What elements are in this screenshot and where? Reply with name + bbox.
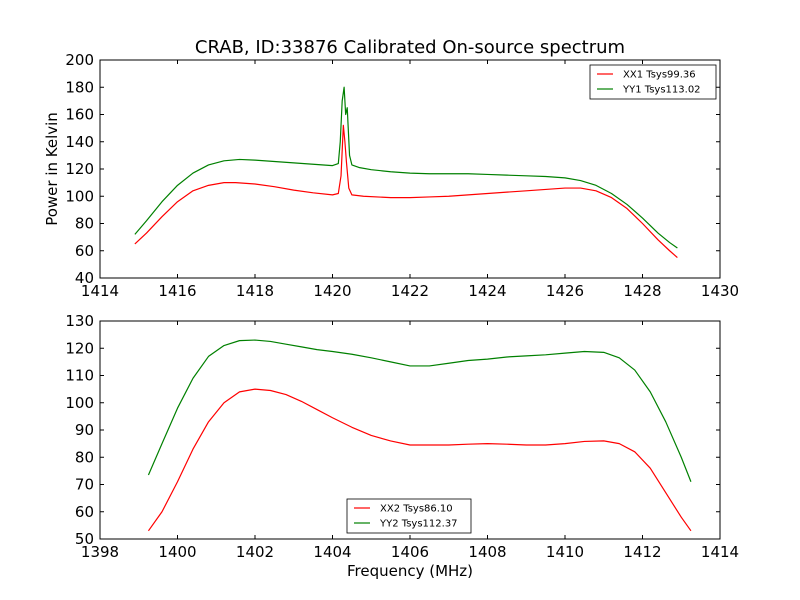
top-y-tick-label: 60 bbox=[75, 242, 94, 260]
top-x-tick-label: 1428 bbox=[623, 282, 661, 300]
bottom-series-line-1 bbox=[147, 388, 692, 532]
bottom-x-tick-label: 1398 bbox=[81, 543, 119, 561]
bottom-legend-label-2: YY2 Tsys112.37 bbox=[379, 519, 458, 530]
top-x-tick-label: 1422 bbox=[391, 282, 429, 300]
bottom-x-tick-label: 1404 bbox=[313, 543, 351, 561]
top-y-tick-label: 120 bbox=[65, 160, 94, 178]
top-x-tick-label: 1430 bbox=[701, 282, 739, 300]
top-legend-label-2: YY1 Tsys113.02 bbox=[622, 85, 701, 96]
bottom-y-tick-label: 50 bbox=[75, 530, 94, 548]
top-x-tick-label: 1424 bbox=[468, 282, 506, 300]
top-y-tick-label: 140 bbox=[65, 133, 94, 151]
bottom-legend: XX2 Tsys86.10 YY2 Tsys112.37 bbox=[346, 498, 472, 534]
top-x-tick-label: 1414 bbox=[81, 282, 119, 300]
bottom-x-tick-label: 1408 bbox=[468, 543, 506, 561]
bottom-legend-label-1: XX2 Tsys86.10 bbox=[380, 504, 453, 515]
bottom-y-tick-label: 90 bbox=[75, 421, 94, 439]
bottom-series-line-2 bbox=[147, 339, 692, 482]
bottom-y-tick-label: 60 bbox=[75, 503, 94, 521]
bottom-x-tick-label: 1412 bbox=[623, 543, 661, 561]
bottom-legend-box bbox=[346, 498, 472, 534]
bottom-y-tick-label: 130 bbox=[65, 312, 94, 330]
top-legend: XX1 Tsys99.36 YY1 Tsys113.02 bbox=[589, 64, 717, 100]
chart-title: CRAB, ID:33876 Calibrated On-source spec… bbox=[195, 37, 625, 58]
top-x-tick-label: 1426 bbox=[546, 282, 584, 300]
bottom-x-tick-label: 1406 bbox=[391, 543, 429, 561]
bottom-x-tick-label: 1400 bbox=[158, 543, 196, 561]
top-y-tick-label: 40 bbox=[75, 269, 94, 287]
top-x-tick-label: 1416 bbox=[158, 282, 196, 300]
bottom-y-tick-label: 120 bbox=[65, 339, 94, 357]
top-y-tick-label: 100 bbox=[65, 187, 94, 205]
top-y-axis-label: Power in Kelvin bbox=[43, 112, 61, 226]
bottom-x-tick-label: 1414 bbox=[701, 543, 739, 561]
bottom-y-tick-label: 70 bbox=[75, 476, 94, 494]
top-y-tick-label: 180 bbox=[65, 78, 94, 96]
bottom-y-tick-label: 110 bbox=[65, 367, 94, 385]
top-y-tick-label: 200 bbox=[65, 51, 94, 69]
top-series-line-1 bbox=[134, 124, 678, 259]
bottom-x-axis-label: Frequency (MHz) bbox=[347, 562, 473, 580]
bottom-x-tick-label: 1402 bbox=[236, 543, 274, 561]
top-x-tick-label: 1420 bbox=[313, 282, 351, 300]
top-panel: 1414 1416 1418 1420 1422 1424 1426 1428 1430 40 60… bbox=[65, 51, 739, 300]
top-y-tick-label: 160 bbox=[65, 106, 94, 124]
top-legend-box bbox=[589, 64, 717, 100]
bottom-x-tick-label: 1410 bbox=[546, 543, 584, 561]
top-legend-label-1: XX1 Tsys99.36 bbox=[623, 70, 696, 81]
bottom-y-tick-label: 100 bbox=[65, 394, 94, 412]
bottom-panel: 1398 1400 1402 1404 1406 1408 1410 1412 1414 50 60… bbox=[65, 312, 739, 561]
top-y-tick-label: 80 bbox=[75, 215, 94, 233]
bottom-y-tick-label: 80 bbox=[75, 448, 94, 466]
top-series-line-2 bbox=[134, 86, 678, 249]
top-x-tick-label: 1418 bbox=[236, 282, 274, 300]
